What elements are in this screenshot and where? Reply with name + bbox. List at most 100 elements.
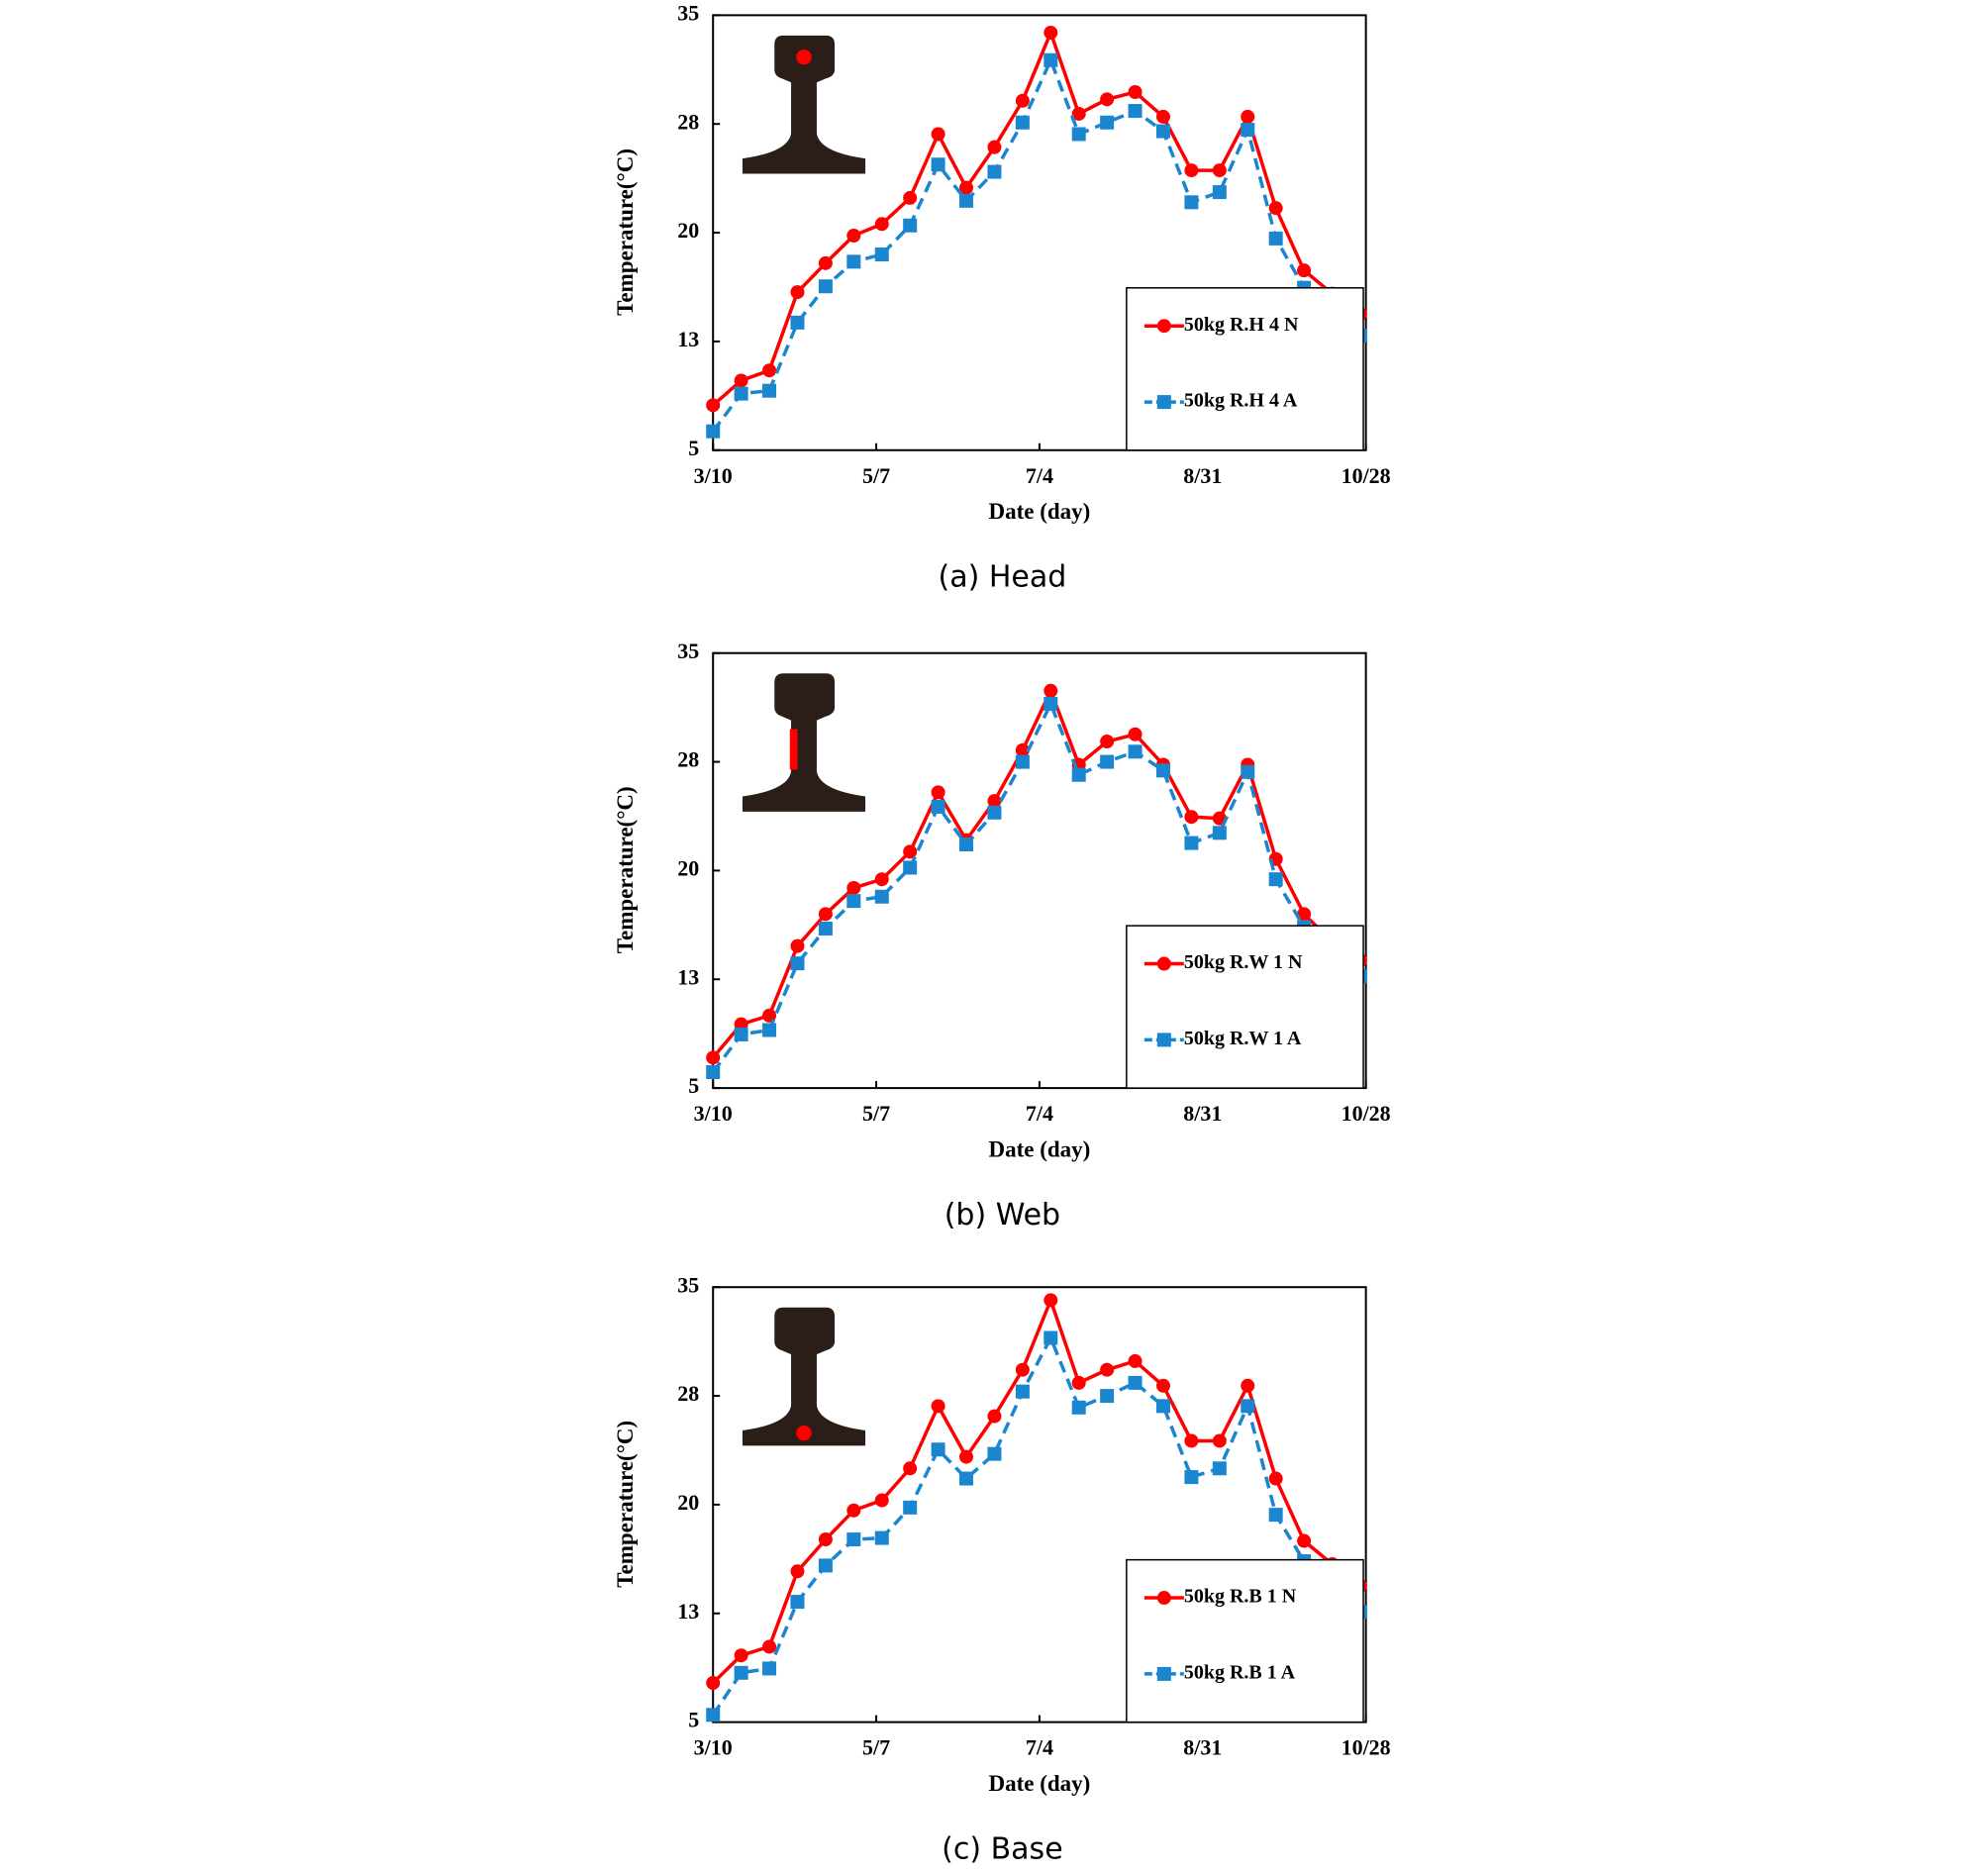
legend-box <box>1126 287 1364 451</box>
data-point <box>987 794 1002 809</box>
data-point <box>790 956 805 971</box>
x-tick-label: 3/10 <box>694 1101 733 1126</box>
data-point <box>1184 1433 1199 1448</box>
data-point <box>1128 104 1143 119</box>
caption: (c) Base <box>942 1831 1063 1866</box>
data-point <box>1128 744 1143 759</box>
y-tick-label: 13 <box>677 964 699 989</box>
data-point <box>1071 127 1086 142</box>
x-tick-label: 7/4 <box>1026 1735 1053 1760</box>
y-tick-label: 5 <box>688 1708 699 1732</box>
data-point <box>1241 764 1255 779</box>
legend: 50kg R.B 1 N 50kg R.B 1 A <box>1126 1558 1364 1724</box>
data-point <box>903 844 918 859</box>
data-point <box>1100 1389 1115 1404</box>
data-point <box>1015 1384 1030 1399</box>
data-point <box>1015 1362 1030 1377</box>
data-point <box>1128 727 1143 741</box>
legend-marker <box>1156 395 1171 410</box>
data-point <box>790 315 805 330</box>
data-point <box>931 1399 945 1414</box>
legend-marker <box>1156 1591 1171 1606</box>
data-point <box>903 1500 918 1515</box>
x-tick-label: 8/31 <box>1183 1735 1222 1760</box>
data-point <box>1100 754 1115 769</box>
data-point <box>790 1564 805 1579</box>
data-point <box>706 398 721 413</box>
data-point <box>1015 742 1030 757</box>
data-point <box>1128 1375 1143 1390</box>
legend-box <box>1126 1558 1364 1724</box>
rail-icon-head <box>742 35 866 174</box>
x-tick-label: 8/31 <box>1183 1101 1222 1126</box>
data-point <box>931 127 945 142</box>
data-point <box>1100 115 1115 130</box>
x-axis-label: Date (day) <box>988 1771 1090 1796</box>
rail-shape <box>742 1307 866 1446</box>
data-point <box>1128 84 1143 99</box>
y-tick-label: 35 <box>677 639 699 663</box>
data-point <box>706 1050 721 1065</box>
legend-label: 50kg R.H 4 N <box>1184 314 1299 336</box>
data-point <box>1155 124 1170 139</box>
data-point <box>987 805 1002 820</box>
series-line <box>711 686 1361 1059</box>
x-axis-label: Date (day) <box>988 499 1090 524</box>
data-point <box>987 164 1002 179</box>
caption: (a) Head <box>939 560 1067 595</box>
data-point <box>1212 1461 1227 1476</box>
legend-label: 50kg R.W 1 A <box>1184 1028 1302 1049</box>
data-point <box>1071 1400 1086 1415</box>
data-point <box>734 373 748 388</box>
sensor-dot <box>796 1425 812 1441</box>
data-point <box>846 228 861 243</box>
data-point <box>846 1532 861 1547</box>
data-point <box>959 180 974 195</box>
data-point <box>734 1027 748 1041</box>
y-axis-label: Temperature(°C) <box>613 148 638 316</box>
data-point <box>1212 163 1227 178</box>
data-point <box>1100 92 1115 107</box>
x-tick-label: 7/4 <box>1026 463 1053 488</box>
x-tick-label: 3/10 <box>694 463 733 488</box>
data-point <box>734 1665 748 1680</box>
y-tick-label: 13 <box>677 327 699 351</box>
data-point <box>706 424 721 439</box>
data-point <box>1184 810 1199 825</box>
data-point <box>1155 109 1170 124</box>
data-point <box>818 279 833 294</box>
data-point <box>931 1442 945 1457</box>
data-point <box>1044 25 1058 40</box>
y-tick-label: 5 <box>688 1073 699 1098</box>
data-point <box>903 1461 918 1476</box>
data-point <box>1241 123 1255 138</box>
data-point <box>874 889 889 904</box>
data-point <box>790 1595 805 1610</box>
data-point <box>762 1023 777 1037</box>
data-point <box>818 1558 833 1573</box>
sensor-strip <box>789 729 798 770</box>
x-axis-label: Date (day) <box>988 1136 1090 1161</box>
data-point <box>818 1532 833 1547</box>
rail-shape <box>742 35 866 174</box>
data-point <box>1155 1399 1170 1414</box>
data-point <box>1015 115 1030 130</box>
data-point <box>706 1708 721 1723</box>
data-point <box>874 1493 889 1508</box>
legend-label: 50kg R.H 4 A <box>1184 390 1298 412</box>
data-point <box>1297 263 1312 278</box>
y-tick-label: 20 <box>677 855 699 880</box>
legend-marker <box>1156 1033 1171 1047</box>
legend-label: 50kg R.B 1 A <box>1184 1662 1296 1684</box>
data-point <box>1184 836 1199 850</box>
data-point <box>931 157 945 172</box>
data-point <box>818 255 833 270</box>
legend-marker <box>1156 319 1171 334</box>
chart: 5 13 20 28 35 3/10 5/7 7/4 8/31 10/28 Date (day) Te… <box>613 1272 1391 1866</box>
data-point <box>1241 109 1255 124</box>
data-point <box>1044 1330 1058 1345</box>
data-point <box>706 1064 721 1079</box>
y-tick-label: 20 <box>677 1490 699 1515</box>
data-point <box>762 1639 777 1654</box>
